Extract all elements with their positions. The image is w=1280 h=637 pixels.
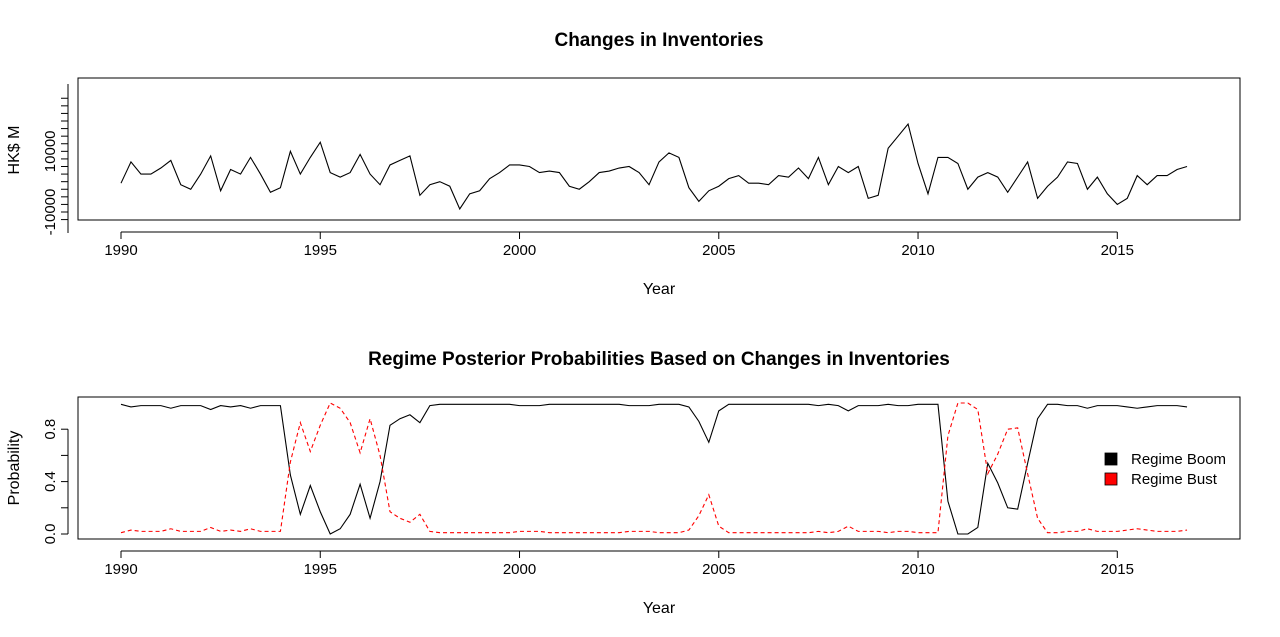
series-line-inventories [120, 122, 1188, 211]
series-line-regime-bust [120, 402, 1188, 534]
plot-frame [77, 77, 1241, 221]
x-axis-label: Year [643, 600, 676, 617]
y-tick-label: 0.0 [42, 524, 59, 545]
y-tick-label: 10000 [42, 130, 59, 172]
series-line-regime-boom [120, 403, 1188, 535]
x-tick-label: 2000 [503, 242, 536, 259]
x-tick-label: 2010 [901, 242, 934, 259]
inventories-panel: Changes in Inventories 1990 1995 2000 2005 2… [6, 30, 1241, 298]
x-tick-label: 1995 [304, 242, 337, 259]
x-axis: 1990 1995 2000 2005 2010 2015 [104, 550, 1134, 578]
legend-swatch [1104, 472, 1118, 486]
legend-label: Regime Bust [1131, 471, 1218, 488]
posterior-panel: Regime Posterior Probabilities Based on … [6, 349, 1241, 617]
x-tick-label: 2015 [1101, 242, 1134, 259]
legend-label: Regime Boom [1131, 451, 1226, 468]
chart-title: Changes in Inventories [554, 30, 763, 51]
x-tick-label: 1995 [304, 561, 337, 578]
x-axis-label: Year [643, 281, 676, 298]
y-axis: 0.0 0.4 0.8 [42, 419, 69, 545]
y-tick-label: -10000 [42, 189, 59, 236]
x-tick-label: 2005 [702, 561, 735, 578]
y-tick-label: 0.4 [42, 471, 59, 492]
x-tick-label: 2000 [503, 561, 536, 578]
series-lines [120, 402, 1188, 535]
y-axis-label: HK$ M [6, 126, 23, 175]
y-axis: -10000 10000 [42, 84, 69, 236]
y-tick-label: 0.8 [42, 419, 59, 440]
x-tick-label: 2005 [702, 242, 735, 259]
x-tick-label: 2010 [901, 561, 934, 578]
legend: Regime Boom Regime Bust [1104, 451, 1226, 488]
series-lines [120, 122, 1188, 211]
legend-swatch [1104, 452, 1118, 466]
x-tick-label: 1990 [104, 242, 137, 259]
plot-frame [77, 396, 1241, 540]
chart-title: Regime Posterior Probabilities Based on … [368, 349, 950, 370]
y-axis-label: Probability [6, 431, 23, 506]
x-tick-label: 2015 [1101, 561, 1134, 578]
x-tick-label: 1990 [104, 561, 137, 578]
x-axis: 1990 1995 2000 2005 2010 2015 [104, 231, 1134, 259]
